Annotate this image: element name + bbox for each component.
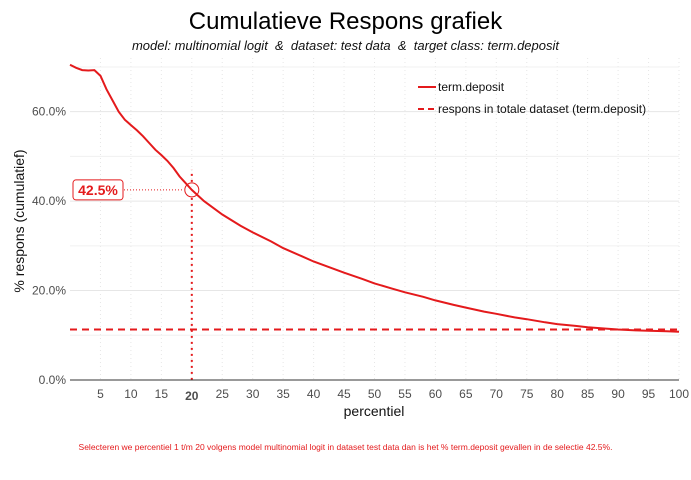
x-tick-label: 35	[276, 387, 290, 401]
y-tick-label: 20.0%	[32, 284, 66, 298]
x-tick-label: 85	[581, 387, 595, 401]
annotation-label: 42.5%	[78, 182, 118, 198]
legend-label-totale-dataset: respons in totale dataset (term.deposit)	[438, 102, 646, 116]
x-tick-label: 65	[459, 387, 473, 401]
series-lines	[69, 63, 680, 333]
x-axis-title: percentiel	[344, 403, 405, 419]
x-tick-label: 60	[429, 387, 443, 401]
legend-label-term-deposit: term.deposit	[438, 80, 505, 94]
annotation-marker	[184, 182, 200, 198]
x-tick-label: 20	[185, 389, 199, 403]
x-tick-label: 10	[124, 387, 138, 401]
footnote: Selecteren we percentiel 1 t/m 20 volgen…	[78, 442, 613, 452]
x-tick-label: 40	[307, 387, 321, 401]
annotation: 42.5%	[72, 169, 200, 380]
x-tick-label: 15	[155, 387, 169, 401]
y-tick-label: 60.0%	[32, 105, 66, 119]
y-axis-title: % respons (cumulatief)	[11, 149, 27, 292]
chart-subtitle: model: multinomial logit & dataset: test…	[131, 38, 560, 53]
x-tick-label: 90	[611, 387, 625, 401]
x-tick-label: 80	[551, 387, 565, 401]
x-tick-label: 25	[216, 387, 230, 401]
legend: term.deposit respons in totale dataset (…	[418, 80, 646, 116]
x-tick-label: 95	[642, 387, 656, 401]
x-tick-label: 55	[398, 387, 412, 401]
x-tick-label: 100	[669, 387, 689, 401]
x-tick-label: 70	[490, 387, 504, 401]
x-tick-label: 5	[97, 387, 104, 401]
y-tick-label: 40.0%	[32, 194, 66, 208]
series-line-term-deposit	[69, 63, 680, 333]
chart-title: Cumulatieve Respons grafiek	[188, 8, 503, 35]
x-tick-label: 75	[520, 387, 534, 401]
x-tick-label: 50	[368, 387, 382, 401]
x-tick-label: 45	[337, 387, 351, 401]
y-tick-label: 0.0%	[39, 373, 67, 387]
x-tick-label: 30	[246, 387, 260, 401]
grid	[70, 58, 680, 381]
annotation-label-box	[72, 179, 124, 201]
tick-labels: 5 10 15 20 25 30 35 40 45 50 55 60 65 70 75 80 85 90 95 100…	[32, 105, 689, 403]
